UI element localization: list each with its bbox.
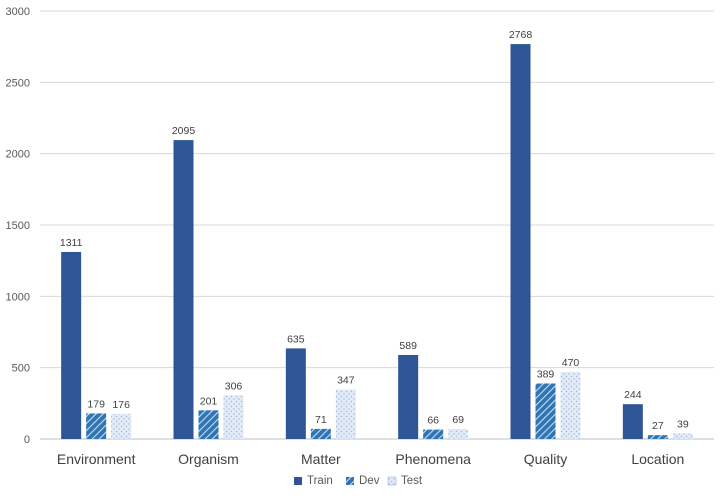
data-label: 389 xyxy=(537,369,555,381)
legend-swatch-train xyxy=(294,477,302,485)
category-label: Phenomena xyxy=(395,451,471,467)
data-label: 635 xyxy=(287,333,305,345)
bar-dev-phenomena xyxy=(423,429,444,439)
bar-train-environment xyxy=(61,251,82,439)
data-label: 244 xyxy=(624,389,642,401)
data-label: 1311 xyxy=(60,237,83,249)
legend-swatch-dev xyxy=(346,477,354,485)
y-tick-label: 0 xyxy=(24,434,30,446)
bars xyxy=(61,44,693,440)
y-axis: 0 500 1000 1500 2000 2500 3000 xyxy=(6,6,30,446)
legend-swatch-test xyxy=(387,476,397,486)
x-axis: Environment Organism Matter Phenomena Qualit… xyxy=(57,451,684,467)
legend-label-train: Train xyxy=(307,475,333,487)
bar-train-organism xyxy=(173,140,194,439)
data-label: 2095 xyxy=(172,125,196,137)
bar-test-organism xyxy=(223,395,244,439)
bar-train-phenomena xyxy=(398,354,419,439)
data-label: 201 xyxy=(200,395,218,407)
bar-train-matter xyxy=(285,348,306,439)
data-label: 179 xyxy=(87,398,105,410)
y-tick-label: 1000 xyxy=(6,291,30,303)
legend-label-dev: Dev xyxy=(359,475,380,487)
category-label: Matter xyxy=(301,451,341,467)
bar-dev-location xyxy=(647,435,668,439)
data-label: 306 xyxy=(225,380,243,392)
legend-label-test: Test xyxy=(401,475,423,487)
y-tick-label: 2500 xyxy=(6,77,30,89)
data-label: 176 xyxy=(112,399,130,411)
data-label: 39 xyxy=(677,418,689,430)
bar-test-environment xyxy=(111,413,132,439)
bar-test-phenomena xyxy=(448,429,469,439)
data-labels: 1311 179 176 2095 201 306 635 71 347 589 66 69 2768 3… xyxy=(60,29,689,432)
data-label: 69 xyxy=(452,414,464,426)
data-label: 71 xyxy=(315,414,327,426)
data-label: 66 xyxy=(427,415,439,427)
category-label: Organism xyxy=(178,451,239,467)
category-label: Location xyxy=(631,451,684,467)
y-tick-label: 3000 xyxy=(6,6,30,18)
data-label: 589 xyxy=(399,340,417,352)
gridlines xyxy=(40,10,714,440)
data-label: 2768 xyxy=(509,29,533,41)
y-tick-label: 500 xyxy=(12,363,30,375)
y-tick-label: 1500 xyxy=(6,220,30,232)
category-label: Environment xyxy=(57,451,136,467)
bar-dev-environment xyxy=(86,413,107,439)
bar-dev-quality xyxy=(535,383,556,439)
category-label: Quality xyxy=(524,451,568,467)
data-label: 470 xyxy=(562,357,580,369)
data-label: 27 xyxy=(652,420,664,432)
bar-train-quality xyxy=(510,44,531,440)
data-label: 347 xyxy=(337,374,355,386)
bar-dev-matter xyxy=(310,428,331,439)
bar-test-matter xyxy=(335,389,356,439)
bar-test-location xyxy=(672,433,693,439)
bar-dev-organism xyxy=(198,410,219,439)
bar-test-quality xyxy=(560,371,581,439)
bar-train-location xyxy=(622,404,643,439)
y-tick-label: 2000 xyxy=(6,149,30,161)
legend: Train Dev Test xyxy=(294,475,423,487)
